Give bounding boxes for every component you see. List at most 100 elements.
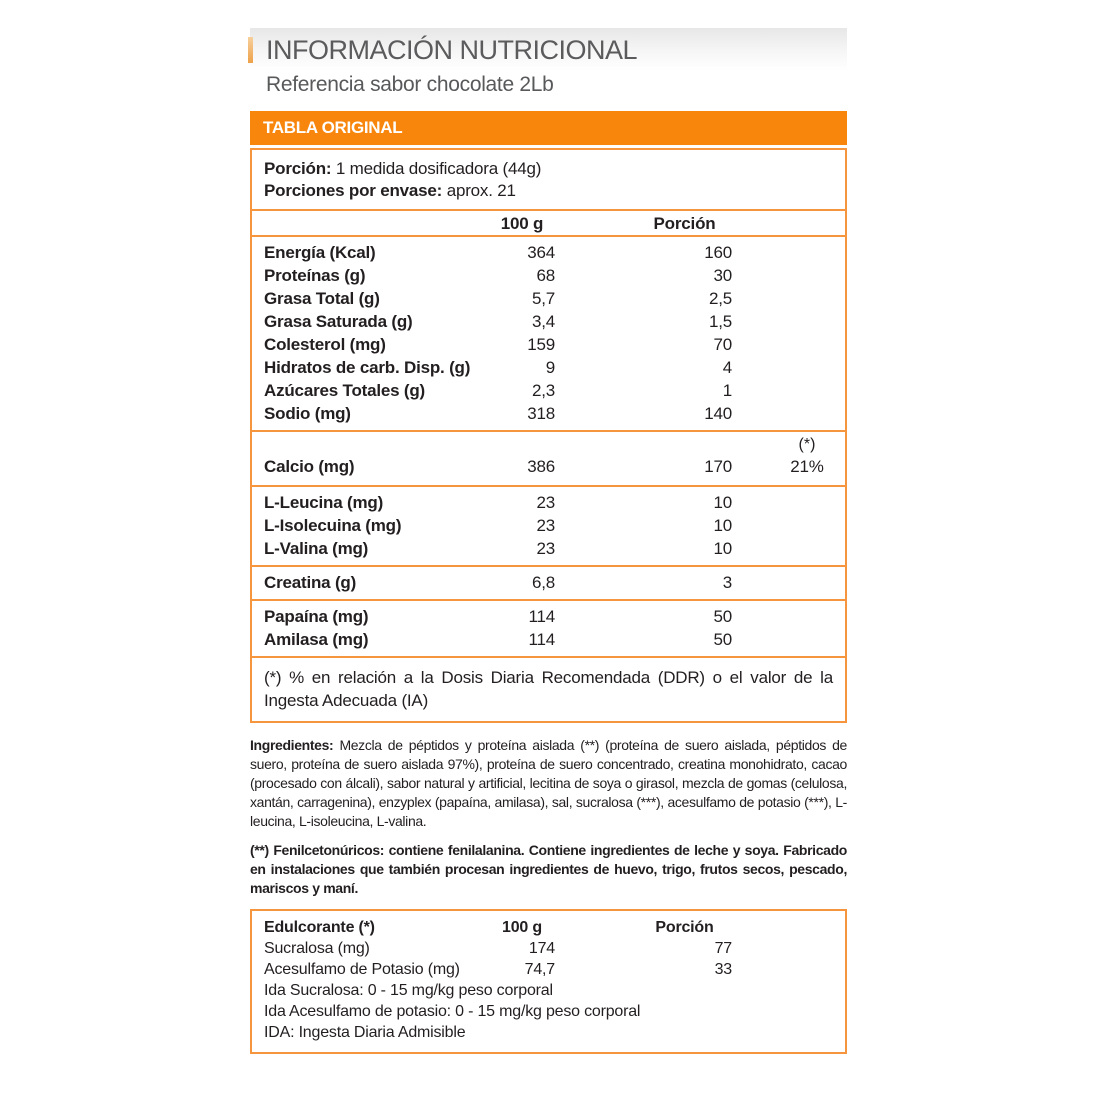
table-row: Hidratos de carb. Disp. (g) 9 4 — [252, 356, 845, 379]
value-100g: 5,7 — [531, 289, 555, 308]
table-row: L-Valina (mg) 23 10 — [252, 537, 845, 560]
nutrient-label: Papaína (mg) — [264, 607, 369, 626]
table-row: Proteínas (g) 68 30 — [252, 264, 845, 287]
amino-acids-section: L-Leucina (mg) 23 10 L-Isolecuina (mg) 2… — [252, 485, 845, 565]
value-100g: 74,7 — [524, 961, 556, 978]
servings-per-container-label: Porciones por envase: — [264, 181, 443, 200]
nutrient-label: Calcio (mg) — [264, 457, 355, 476]
ida-note: Ida Acesulfamo de potasio: 0 - 15 mg/kg … — [264, 1003, 641, 1020]
value-100g: 3,4 — [531, 312, 555, 331]
ingredients-label: Ingredientes: — [250, 737, 334, 753]
ida-note: Ida Sucralosa: 0 - 15 mg/kg peso corpora… — [264, 982, 553, 999]
sweetener-table: Edulcorante (*) 100 g Porción Sucralosa … — [250, 909, 847, 1054]
serving-info-block: Porción: 1 medida dosificadora (44g) Por… — [252, 150, 845, 209]
sweetener-label: Acesulfamo de Potasio (mg) — [264, 961, 460, 978]
accent-bar — [248, 37, 253, 63]
value-100g: 364 — [527, 243, 555, 262]
value-portion: 50 — [713, 630, 732, 649]
nutrient-label: L-Isolecuina (mg) — [264, 516, 402, 535]
nutrient-label: L-Valina (mg) — [264, 539, 369, 558]
value-ddr-percent: 21% — [790, 457, 824, 476]
column-header-portion: Porción — [653, 214, 716, 233]
nutrition-label-sheet: INFORMACIÓN NUTRICIONAL Referencia sabor… — [248, 28, 847, 1054]
value-100g: 318 — [527, 404, 555, 423]
table-row: Acesulfamo de Potasio (mg) 74,7 33 — [252, 959, 845, 980]
calcium-section: (*) Calcio (mg) 386 170 21% — [252, 430, 845, 485]
column-header-100g: 100 g — [500, 214, 544, 233]
table-row: Sucralosa (mg) 174 77 — [252, 938, 845, 959]
ingredients-text: Mezcla de péptidos y proteína aislada (*… — [250, 737, 847, 829]
value-100g: 23 — [536, 493, 555, 512]
enzymes-section: Papaína (mg) 114 50 Amilasa (mg) 114 50 — [252, 599, 845, 656]
value-100g: 159 — [527, 335, 555, 354]
value-portion: 77 — [714, 940, 733, 957]
value-100g: 386 — [527, 457, 555, 476]
value-100g: 68 — [536, 266, 555, 285]
page-subtitle: Referencia sabor chocolate 2Lb — [250, 71, 847, 97]
sweetener-header-row: Edulcorante (*) 100 g Porción — [252, 917, 845, 938]
table-row: Calcio (mg) 386 170 21% — [252, 455, 845, 478]
servings-per-container-value: aprox. 21 — [446, 181, 516, 200]
ddr-star-marker: (*) — [798, 436, 816, 453]
nutrient-label: Amilasa (mg) — [264, 630, 369, 649]
page-title: INFORMACIÓN NUTRICIONAL — [266, 35, 638, 65]
table-row: Sodio (mg) 318 140 — [252, 402, 845, 425]
nutrient-label: Creatina (g) — [264, 573, 357, 592]
value-100g: 23 — [536, 516, 555, 535]
nutrient-label: Energía (Kcal) — [264, 243, 376, 262]
value-portion: 10 — [713, 516, 732, 535]
ddr-footnote: (*) % en relación a la Dosis Diaria Reco… — [252, 656, 845, 721]
table-row: Creatina (g) 6,8 3 — [252, 571, 845, 594]
sweetener-column-100g: 100 g — [502, 919, 542, 936]
value-portion: 4 — [722, 358, 732, 377]
column-header-row: 100 g Porción — [252, 209, 845, 235]
main-nutrition-table: Porción: 1 medida dosificadora (44g) Por… — [250, 148, 847, 723]
nutrient-label: Grasa Saturada (g) — [264, 312, 413, 331]
ingredients-paragraph: Ingredientes: Mezcla de péptidos y prote… — [250, 736, 847, 831]
value-portion: 10 — [713, 539, 732, 558]
nutrient-label: Colesterol (mg) — [264, 335, 386, 354]
table-row: L-Leucina (mg) 23 10 — [252, 491, 845, 514]
nutrient-label: L-Leucina (mg) — [264, 493, 384, 512]
nutrients-section: Energía (Kcal) 364 160 Proteínas (g) 68 … — [252, 235, 845, 430]
nutrient-label: Azúcares Totales (g) — [264, 381, 426, 400]
serving-size-label: Porción: — [264, 159, 332, 178]
value-portion: 70 — [713, 335, 732, 354]
value-100g: 6,8 — [531, 573, 555, 592]
value-portion: 160 — [704, 243, 732, 262]
value-100g: 23 — [536, 539, 555, 558]
value-100g: 2,3 — [531, 381, 555, 400]
nutrient-label: Grasa Total (g) — [264, 289, 380, 308]
value-portion: 170 — [704, 457, 732, 476]
value-100g: 174 — [528, 940, 555, 957]
sweetener-header-label: Edulcorante (*) — [264, 919, 375, 936]
serving-size-value: 1 medida dosificadora (44g) — [335, 159, 542, 178]
ddr-star-row: (*) — [252, 435, 845, 455]
table-row: Grasa Saturada (g) 3,4 1,5 — [252, 310, 845, 333]
value-portion: 1 — [722, 381, 732, 400]
table-original-banner: TABLA ORIGINAL — [250, 111, 847, 145]
value-100g: 114 — [528, 607, 555, 626]
value-portion: 30 — [713, 266, 732, 285]
table-row: Papaína (mg) 114 50 — [252, 605, 845, 628]
value-portion: 33 — [714, 961, 733, 978]
header-title-row: INFORMACIÓN NUTRICIONAL — [248, 28, 847, 71]
value-portion: 50 — [713, 607, 732, 626]
value-portion: 10 — [713, 493, 732, 512]
table-row: Amilasa (mg) 114 50 — [252, 628, 845, 651]
value-100g: 114 — [528, 630, 555, 649]
serving-size-line: Porción: 1 medida dosificadora (44g) — [264, 158, 833, 180]
table-row: Grasa Total (g) 5,7 2,5 — [252, 287, 845, 310]
table-row: Colesterol (mg) 159 70 — [252, 333, 845, 356]
table-row: Energía (Kcal) 364 160 — [252, 241, 845, 264]
value-100g: 9 — [545, 358, 555, 377]
value-portion: 140 — [704, 404, 732, 423]
creatine-section: Creatina (g) 6,8 3 — [252, 565, 845, 599]
nutrient-label: Hidratos de carb. Disp. (g) — [264, 358, 471, 377]
nutrient-label: Proteínas (g) — [264, 266, 366, 285]
table-row: Azúcares Totales (g) 2,3 1 — [252, 379, 845, 402]
servings-per-container-line: Porciones por envase: aprox. 21 — [264, 180, 833, 202]
table-row: L-Isolecuina (mg) 23 10 — [252, 514, 845, 537]
sweetener-label: Sucralosa (mg) — [264, 940, 370, 957]
sweetener-column-portion: Porción — [655, 919, 714, 936]
